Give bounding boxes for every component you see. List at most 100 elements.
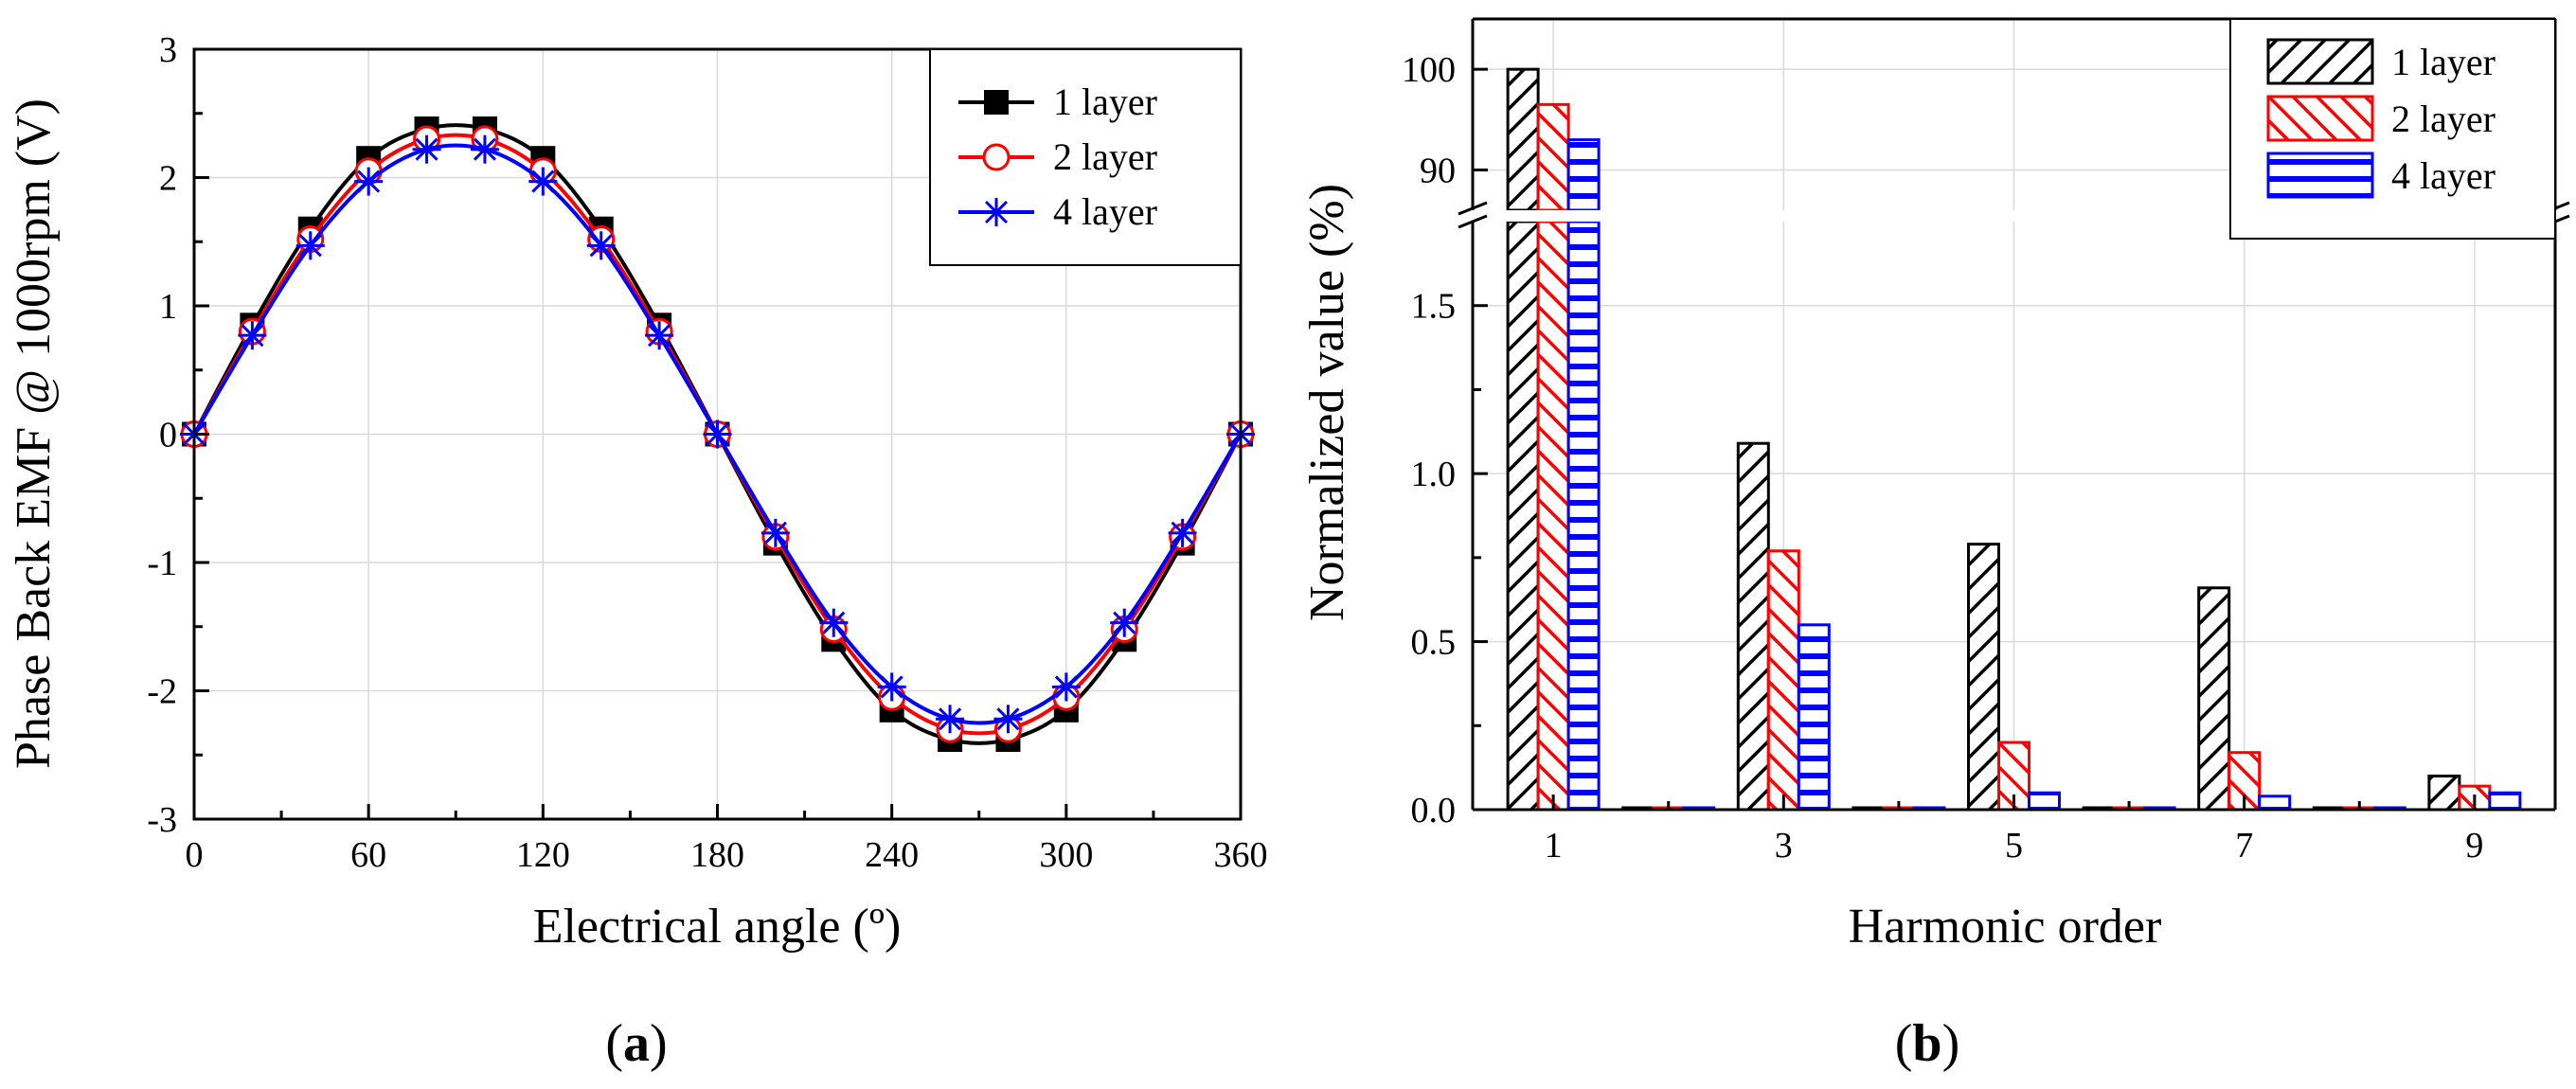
asterisk-stroke [1171,521,1194,544]
b-x-tick-label: 5 [2005,826,2023,866]
b-x-tick-label: 1 [1545,826,1563,866]
asterisk-stroke [996,707,1020,731]
a-x-tick-label: 300 [1039,835,1093,875]
a-x-axis-label: Electrical angle (º) [533,900,902,954]
asterisk-stroke [241,324,264,348]
asterisk-stroke [706,422,729,446]
asterisk-stroke [1113,611,1136,634]
b-caption-letter: b [1912,1014,1941,1073]
asterisk-stroke [415,137,438,161]
b-bar-1-h7 [2197,586,2231,812]
a-legend-swatch-marker [984,90,1009,115]
asterisk-stroke [763,521,787,544]
b-y-tick-label: 90 [1420,151,1456,190]
a-x-tick-label: 360 [1214,835,1268,875]
b-bar-upper-part [1536,102,1570,212]
b-bar-3-h5 [2028,791,2061,812]
asterisk-stroke [1054,675,1078,699]
a-legend-label: 1 layer [1053,80,1157,123]
b-bar-upper-part [1506,67,1540,212]
asterisk-stroke [357,170,381,193]
asterisk-stroke [938,707,962,731]
a-series-point-3 [760,518,790,547]
a-x-tick-label: 120 [516,835,570,875]
a-series-point-3 [993,705,1023,734]
a-legend-swatch-marker [982,143,1011,171]
b-y-tick-label: 100 [1402,50,1456,90]
a-x-tick-label: 0 [186,835,204,875]
b-bar-1-h5 [1967,543,2000,812]
a-series-point-3 [645,321,674,350]
b-legend-swatch [2266,152,2374,199]
b-legend-swatch [2266,95,2374,142]
b-legend-swatch [2266,38,2374,85]
b-x-tick-label: 7 [2235,826,2253,866]
a-series [180,116,1255,752]
b-break-mark-left-2 [1458,214,1488,229]
a-x-tick-label: 60 [350,835,386,875]
b-y-axis-label: Normalized value (%) [1300,184,1354,621]
b-legend-label: 2 layer [2391,98,2496,140]
a-series-point-3 [703,420,732,449]
a-series-point-3 [586,231,616,260]
panel-b: 1 3 5 7 9 90 100 0.0 0.5 1.0 1.5 Harmonic order No… [1300,17,2576,1073]
b-y-tick-label: 1.0 [1411,455,1457,494]
asterisk-stroke [648,324,671,348]
a-legend: 1 layer 2 layer 4 layer [929,48,1242,266]
b-y-tick-label: 1.5 [1411,287,1457,327]
a-series-point-3 [936,705,965,734]
b-x-tick-label: 3 [1775,826,1793,866]
a-series-point-3 [1168,518,1197,547]
b-legend-label: 4 layer [2391,154,2496,197]
panel-a: 0 60 120 180 240 300 360 -3 -2 -1 0 1 2 3 Electrical … [7,30,1268,1073]
a-ticks: 0 60 120 180 240 300 360 -3 -2 -1 0 1 2 3 [147,30,1267,875]
a-y-tick-label: 3 [159,30,177,70]
b-x-tick-label: 9 [2465,826,2483,866]
asterisk-stroke [589,234,613,258]
a-caption: (a) [605,1014,667,1073]
asterisk-stroke [473,137,497,161]
a-x-tick-label: 180 [690,835,744,875]
b-bar-3-h7 [2258,794,2292,812]
b-y-tick-label: 0.5 [1411,623,1457,663]
b-bar-1-h9 [2427,775,2461,812]
b-bar-2-h3 [1766,549,1800,812]
asterisk-stroke [984,200,1009,224]
a-legend-swatch-marker [982,198,1011,226]
a-series-point-3 [1110,608,1139,637]
b-y-tick-label: 0.0 [1411,791,1457,830]
a-series-point-3 [412,134,441,164]
b-legend: 1 layer 2 layer 4 layer [2229,18,2556,240]
a-series-point-3 [528,167,558,196]
b-bar-lower-part [1506,220,1540,812]
a-legend-label: 4 layer [1053,190,1157,233]
b-x-axis-label: Harmonic order [1849,900,2162,954]
a-y-axis-label: Phase Back EMF @ 1000rpm (V) [7,98,61,769]
a-series-point-3 [819,608,849,637]
asterisk-stroke [822,611,846,634]
b-bar-3-h9 [2488,791,2522,812]
b-bar-1-h1 [1506,67,1540,812]
a-legend-label: 2 layer [1053,135,1157,178]
b-break-mark-left-1 [1458,201,1488,216]
b-bar-lower-part [1566,220,1601,812]
b-bar-2-h1 [1536,102,1570,812]
a-series-point-3 [354,167,384,196]
a-series-point-3 [295,231,325,260]
a-series-point-3 [877,672,906,702]
b-caption: (b) [1895,1014,1959,1073]
b-ticks: 1 3 5 7 9 90 100 0.0 0.5 1.0 1.5 [1402,50,2483,866]
a-y-tick-label: 0 [159,416,177,455]
a-y-tick-label: -2 [147,672,177,712]
b-legend-label: 1 layer [2391,41,2496,83]
b-bar-1-h3 [1736,441,1770,812]
a-caption-letter: a [623,1014,650,1073]
a-y-tick-label: 2 [159,159,177,199]
asterisk-stroke [531,170,555,193]
asterisk-stroke [298,234,322,258]
a-y-tick-label: 1 [159,287,177,327]
a-series-point-3 [470,134,499,164]
a-series-point-3 [1051,672,1081,702]
a-series-point-3 [238,321,267,350]
